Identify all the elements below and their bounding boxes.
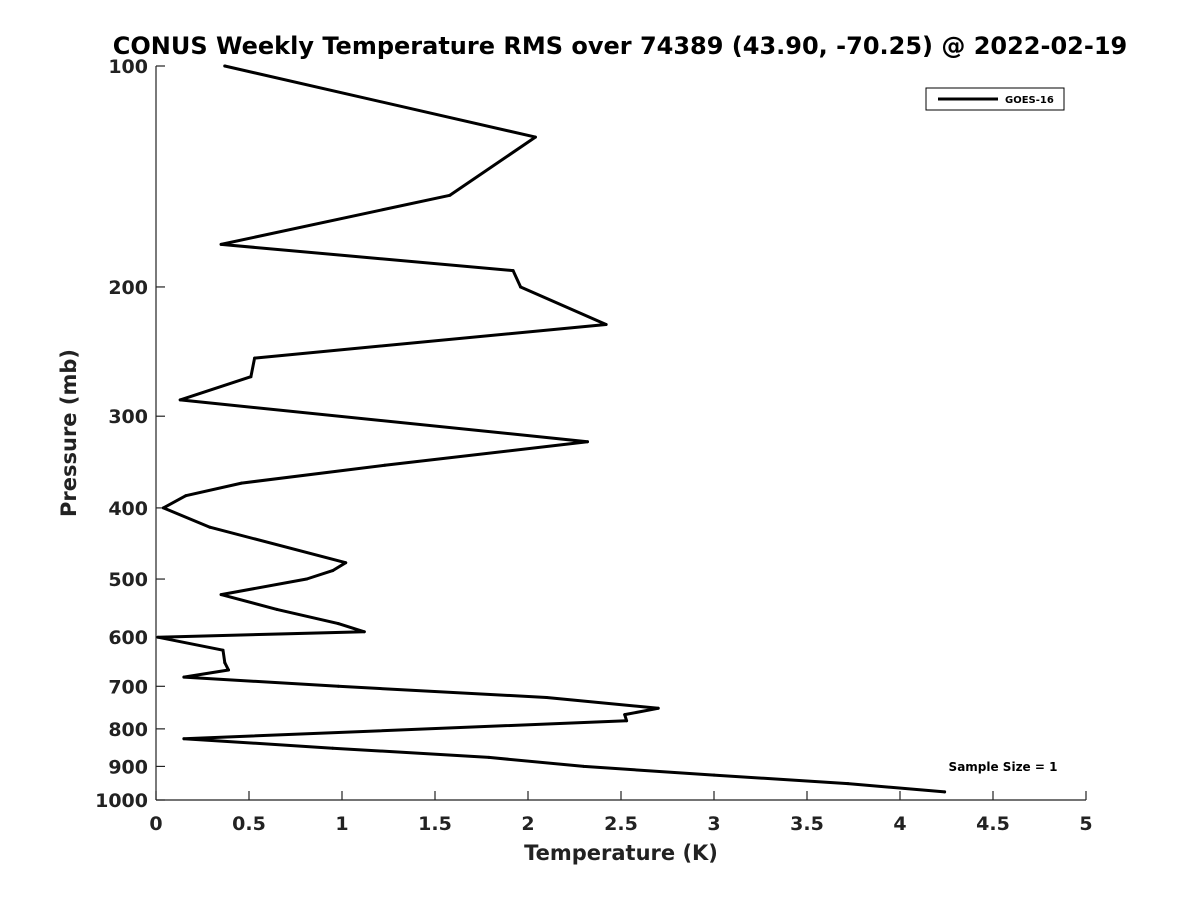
data-point [223, 64, 227, 68]
y-tick-label: 900 [108, 756, 148, 778]
data-point [336, 622, 340, 626]
data-point [221, 648, 225, 652]
data-point [582, 764, 586, 768]
data-point [178, 398, 182, 402]
x-tick-label: 1.5 [418, 813, 452, 835]
data-point [249, 375, 253, 379]
data-point [846, 782, 850, 786]
x-tick-label: 0.5 [232, 813, 266, 835]
data-point [511, 269, 515, 273]
legend: GOES-16 [925, 87, 1065, 111]
x-tick-label: 5 [1079, 813, 1092, 835]
data-point [336, 684, 340, 688]
data-point [625, 719, 629, 723]
x-tick-label: 4 [893, 813, 906, 835]
y-tick-label: 200 [108, 277, 148, 299]
x-axis-label: Temperature (K) [524, 841, 718, 865]
data-point [208, 525, 212, 529]
y-tick-label: 300 [108, 406, 148, 428]
x-tick-label: 2.5 [604, 813, 638, 835]
data-point [275, 607, 279, 611]
data-point [253, 356, 257, 360]
data-point [240, 481, 244, 485]
x-tick-label: 2 [521, 813, 534, 835]
data-point [383, 463, 387, 467]
data-point [545, 696, 549, 699]
y-tick-label: 1000 [95, 790, 148, 812]
data-point [184, 494, 188, 498]
x-tick-label: 4.5 [976, 813, 1010, 835]
sample-size-annotation: Sample Size = 1 [949, 760, 1058, 774]
data-point [344, 561, 348, 565]
y-tick-label: 400 [108, 498, 148, 520]
data-point [712, 773, 716, 777]
y-axis-label: Pressure (mb) [57, 349, 81, 517]
series-line-goes-16 [156, 64, 947, 794]
data-point [604, 323, 608, 326]
y-tick-label: 600 [108, 627, 148, 649]
data-point [161, 506, 165, 510]
chart-title: CONUS Weekly Temperature RMS over 74389 … [113, 32, 1127, 60]
data-point [182, 737, 186, 741]
data-point [223, 661, 227, 665]
series-layer [156, 64, 947, 794]
legend-label: GOES-16 [1005, 95, 1054, 106]
y-axis-ticks: 100 200 300 400 500 600 700 800 900 1000 [95, 56, 165, 812]
data-point [331, 569, 335, 573]
x-tick-label: 3 [707, 813, 720, 835]
x-tick-label: 1 [335, 813, 348, 835]
data-point [182, 675, 186, 679]
y-tick-label: 800 [108, 719, 148, 741]
y-tick-label: 500 [108, 569, 148, 591]
data-point [623, 713, 627, 717]
data-point [219, 593, 223, 597]
data-point [156, 635, 160, 639]
data-point [533, 135, 537, 139]
data-point [487, 755, 491, 759]
x-tick-label: 0 [149, 813, 162, 835]
data-point [656, 706, 660, 710]
y-tick-label: 700 [108, 676, 148, 698]
data-point [362, 630, 366, 634]
data-point [586, 440, 589, 444]
data-point [943, 790, 947, 794]
data-point [331, 746, 335, 750]
x-axis-ticks: 0 0.5 1 1.5 2 2.5 3 3.5 4 4.5 5 [149, 791, 1093, 835]
data-point [519, 285, 523, 289]
y-tick-label: 100 [108, 56, 148, 78]
x-tick-label: 3.5 [790, 813, 824, 835]
data-point [219, 242, 223, 246]
data-point [227, 668, 230, 672]
data-point [448, 193, 452, 197]
data-point [305, 577, 309, 581]
